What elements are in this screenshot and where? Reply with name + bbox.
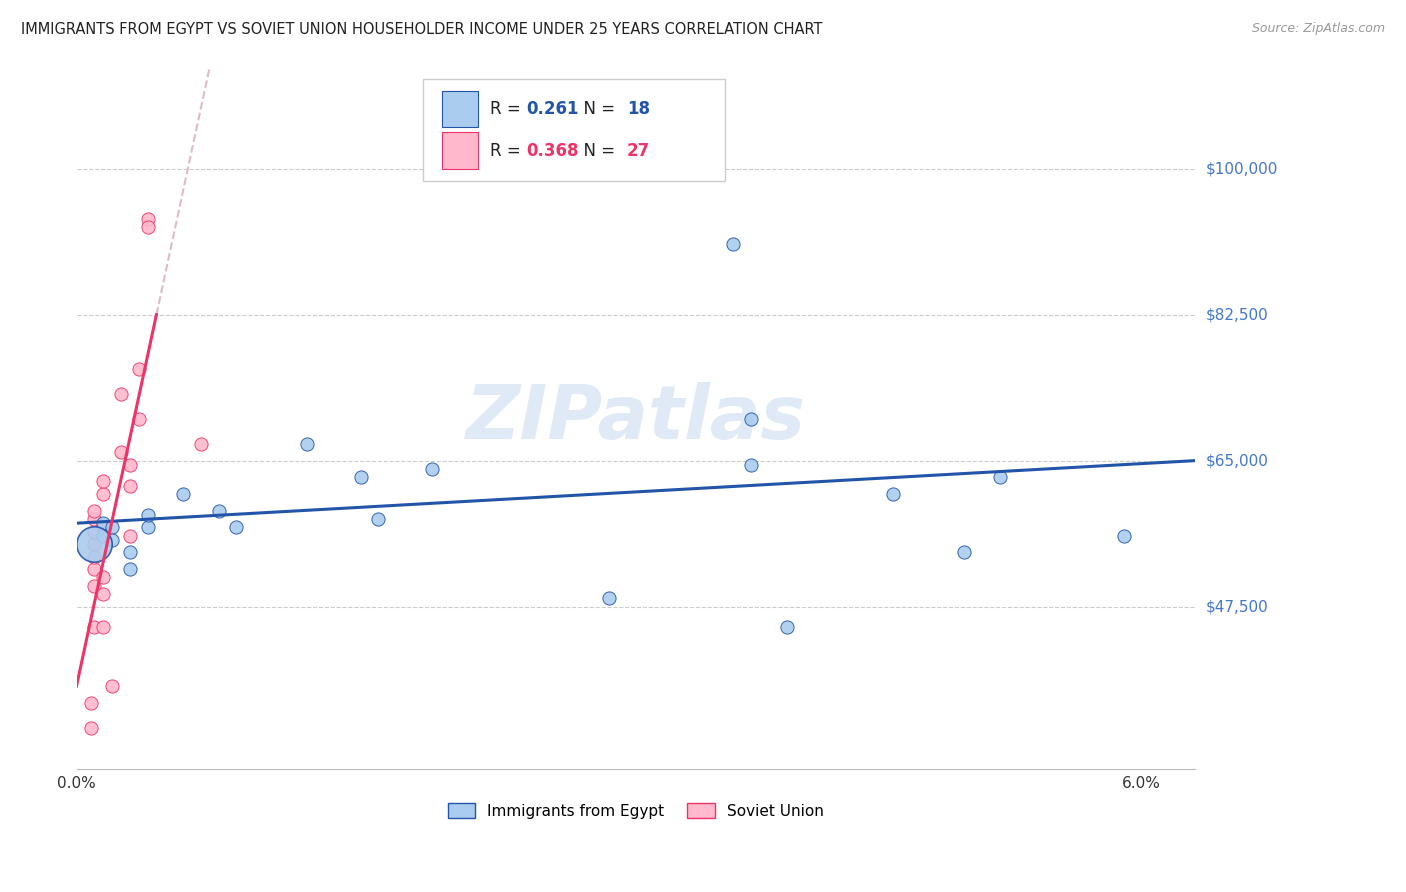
- Point: [723, 236, 745, 251]
- Point: [740, 412, 762, 426]
- Point: [83, 537, 105, 551]
- Point: [953, 545, 976, 559]
- Bar: [443, 132, 478, 169]
- Point: [118, 529, 141, 543]
- Point: [83, 524, 105, 539]
- Text: 18: 18: [627, 100, 650, 118]
- Point: [172, 487, 194, 501]
- Point: [136, 220, 159, 235]
- Legend: Immigrants from Egypt, Soviet Union: Immigrants from Egypt, Soviet Union: [441, 797, 830, 825]
- Point: [225, 520, 247, 534]
- Point: [83, 504, 105, 518]
- Point: [91, 620, 114, 634]
- Point: [91, 529, 114, 543]
- Point: [110, 387, 132, 401]
- Text: N =: N =: [574, 100, 620, 118]
- Text: $100,000: $100,000: [1206, 161, 1278, 176]
- Text: $47,500: $47,500: [1206, 599, 1268, 614]
- Point: [190, 437, 212, 451]
- Point: [882, 487, 904, 501]
- Text: $65,000: $65,000: [1206, 453, 1270, 468]
- Point: [136, 520, 159, 534]
- Point: [420, 462, 443, 476]
- Point: [83, 512, 105, 526]
- Point: [1112, 529, 1135, 543]
- Point: [101, 679, 124, 693]
- Point: [101, 520, 124, 534]
- Point: [136, 211, 159, 226]
- Text: 0.261: 0.261: [526, 100, 579, 118]
- Point: [297, 437, 319, 451]
- Text: $82,500: $82,500: [1206, 307, 1268, 322]
- Text: N =: N =: [574, 142, 620, 160]
- Point: [83, 562, 105, 576]
- Point: [83, 537, 105, 551]
- Point: [91, 520, 114, 534]
- Text: R =: R =: [491, 100, 526, 118]
- Point: [207, 504, 229, 518]
- Point: [118, 458, 141, 472]
- Point: [83, 579, 105, 593]
- Text: Source: ZipAtlas.com: Source: ZipAtlas.com: [1251, 22, 1385, 36]
- Point: [110, 445, 132, 459]
- Point: [91, 587, 114, 601]
- Point: [91, 570, 114, 584]
- Point: [740, 458, 762, 472]
- Point: [598, 591, 620, 606]
- Point: [91, 475, 114, 489]
- Text: R =: R =: [491, 142, 526, 160]
- Point: [118, 545, 141, 559]
- Point: [83, 620, 105, 634]
- Point: [349, 470, 371, 484]
- Point: [118, 562, 141, 576]
- Point: [118, 478, 141, 492]
- Point: [83, 549, 105, 564]
- Point: [128, 362, 150, 376]
- Point: [101, 533, 124, 547]
- Point: [91, 516, 114, 531]
- Text: ZIPatlas: ZIPatlas: [465, 383, 806, 456]
- Text: IMMIGRANTS FROM EGYPT VS SOVIET UNION HOUSEHOLDER INCOME UNDER 25 YEARS CORRELAT: IMMIGRANTS FROM EGYPT VS SOVIET UNION HO…: [21, 22, 823, 37]
- Bar: [443, 91, 478, 128]
- Point: [776, 620, 799, 634]
- Point: [367, 512, 389, 526]
- Text: 0.368: 0.368: [526, 142, 579, 160]
- Point: [988, 470, 1011, 484]
- Point: [80, 696, 103, 710]
- Point: [136, 508, 159, 522]
- FancyBboxPatch shape: [423, 79, 725, 181]
- Point: [128, 412, 150, 426]
- Point: [91, 487, 114, 501]
- Point: [80, 721, 103, 735]
- Text: 27: 27: [627, 142, 650, 160]
